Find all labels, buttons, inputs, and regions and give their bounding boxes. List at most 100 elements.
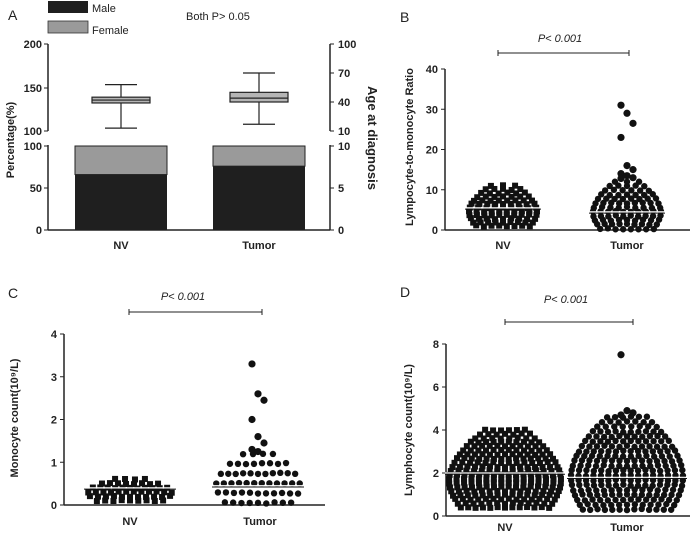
b-point — [604, 225, 612, 232]
d-point — [521, 447, 528, 454]
d-points-nv — [445, 426, 565, 511]
legend-male-swatch — [48, 1, 88, 13]
c-point — [106, 480, 113, 487]
d-point — [619, 453, 627, 460]
a-right-tick-10u: 10 — [338, 126, 350, 138]
b-point — [615, 216, 623, 224]
d-pvalue: P< 0.001 — [544, 294, 588, 306]
d-point — [474, 459, 481, 466]
b-point — [487, 197, 494, 204]
d-point — [517, 442, 524, 449]
d-point — [647, 501, 654, 508]
b-point — [524, 216, 531, 223]
b-outlier-point — [617, 101, 625, 109]
d-point — [490, 455, 497, 462]
d-point — [485, 431, 492, 438]
d-point — [619, 423, 626, 430]
d-point — [486, 451, 493, 458]
d-point — [498, 479, 505, 486]
b-point — [641, 182, 648, 190]
c-point — [114, 480, 121, 487]
d-point — [532, 451, 539, 458]
c-point — [246, 499, 253, 507]
d-point — [643, 413, 651, 420]
d-ytick-label-2: 2 — [433, 468, 439, 480]
d-point — [608, 487, 615, 494]
b-point — [500, 216, 506, 223]
panel-a-letter: A — [8, 7, 18, 23]
b-point — [478, 189, 485, 196]
c-point — [141, 475, 148, 482]
d-point — [520, 438, 527, 445]
d-point — [524, 443, 531, 450]
d-outlier-point — [617, 411, 625, 419]
d-point — [642, 496, 650, 503]
d-point — [472, 435, 479, 442]
d-point — [577, 487, 585, 494]
d-point — [547, 463, 554, 470]
d-point — [639, 433, 646, 440]
d-point — [490, 479, 497, 486]
d-point — [505, 476, 512, 483]
panel-a: A Male Female Both P> 0.05 200 150 100 — [5, 1, 380, 252]
d-point — [540, 443, 547, 450]
d-point — [578, 442, 586, 450]
d-point — [627, 428, 634, 436]
d-point — [483, 455, 490, 462]
b-point — [635, 178, 643, 185]
d-point — [549, 455, 556, 462]
d-point — [654, 487, 661, 494]
c-point — [168, 489, 175, 496]
d-point — [649, 448, 657, 455]
d-point — [465, 504, 472, 511]
c-ylabel: Monocyte count(10⁹/L) — [9, 358, 21, 477]
d-point — [456, 464, 463, 471]
d-point — [575, 448, 583, 455]
d-point — [471, 451, 478, 458]
d-point — [494, 451, 501, 458]
b-point — [526, 208, 533, 215]
c-point — [118, 493, 125, 500]
legend-female-swatch — [47, 20, 89, 34]
d-point — [660, 506, 667, 513]
b-point — [615, 191, 622, 199]
d-point — [673, 496, 680, 504]
d-point — [653, 423, 660, 431]
d-point — [620, 471, 627, 479]
d-point — [490, 446, 497, 453]
d-point — [482, 460, 489, 467]
d-point — [464, 451, 471, 458]
c-point — [278, 489, 286, 497]
d-point — [467, 447, 474, 454]
d-point — [583, 467, 590, 474]
c-point — [98, 480, 105, 487]
c-point — [229, 499, 237, 506]
d-point — [623, 487, 631, 494]
d-point — [579, 506, 587, 513]
b-point — [533, 208, 540, 215]
d-point — [623, 442, 631, 449]
c-point — [225, 470, 232, 477]
d-point — [467, 496, 474, 503]
d-point — [447, 468, 454, 475]
d-point — [520, 484, 527, 491]
d-point — [627, 467, 634, 474]
b-point — [611, 178, 619, 185]
b-point — [482, 186, 489, 193]
d-point — [585, 433, 593, 440]
b-point — [511, 223, 518, 230]
b-point — [623, 191, 631, 198]
c-point — [277, 469, 284, 477]
b-cat-tumor: Tumor — [610, 240, 644, 252]
d-point — [646, 432, 654, 440]
c-point — [220, 480, 228, 487]
b-outlier-point — [617, 174, 625, 183]
d-point — [467, 438, 474, 445]
c-point — [279, 499, 287, 506]
d-point — [509, 499, 516, 506]
d-point — [514, 434, 521, 441]
d-point — [535, 455, 542, 462]
d-point — [509, 443, 516, 450]
b-outlier-point — [623, 172, 631, 180]
